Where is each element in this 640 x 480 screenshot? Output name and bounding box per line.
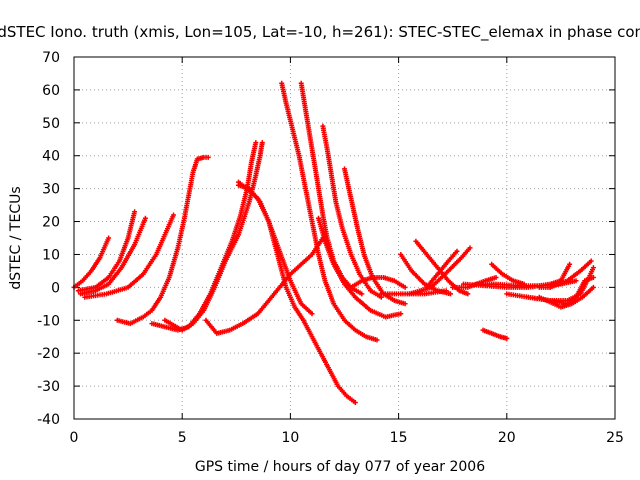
data-series — [480, 327, 510, 341]
data-series — [236, 179, 315, 317]
data-point — [132, 209, 138, 215]
y-tick-label: -40 — [37, 412, 60, 428]
data-point — [309, 311, 315, 317]
data-series — [78, 215, 148, 297]
x-tick-label: 15 — [390, 430, 408, 446]
y-tick-label: 30 — [42, 182, 60, 198]
y-tick-label: 10 — [42, 247, 60, 263]
x-tick-label: 5 — [178, 430, 187, 446]
x-tick-label: 20 — [498, 430, 516, 446]
data-series — [320, 123, 384, 300]
data-point — [106, 235, 112, 241]
data-point — [171, 212, 176, 218]
data-series — [71, 235, 112, 290]
chart-title: dSTEC Iono. truth (xmis, Lon=105, Lat=-1… — [0, 23, 640, 42]
data-point — [259, 140, 265, 146]
x-axis-label: GPS time / hours of day 077 of year 2006 — [195, 459, 485, 475]
y-tick-label: 50 — [42, 116, 60, 132]
data-series — [114, 154, 211, 327]
data-point — [467, 245, 473, 251]
x-tick-label: 0 — [70, 430, 79, 446]
data-point — [443, 288, 449, 294]
data-series — [424, 248, 460, 290]
y-tick-label: 20 — [42, 215, 60, 231]
data-series — [279, 80, 380, 343]
data-series — [162, 140, 265, 333]
data-point — [590, 275, 596, 280]
plot-frame — [73, 56, 616, 420]
data-point — [454, 248, 460, 254]
data-point — [205, 154, 211, 160]
y-tick-label: 60 — [42, 83, 60, 99]
data-point — [588, 258, 594, 264]
x-tick-label: 25 — [606, 430, 624, 446]
data-series — [348, 275, 408, 290]
data-series — [203, 235, 326, 336]
y-tick-label: -20 — [37, 346, 60, 362]
data-series — [342, 166, 408, 307]
data-point — [590, 265, 596, 271]
data-point — [504, 335, 510, 341]
data-point — [465, 291, 471, 297]
data-point — [359, 291, 365, 297]
y-tick-label: 40 — [42, 149, 60, 165]
y-tick-label: -30 — [37, 379, 60, 395]
data-series — [536, 284, 596, 310]
data-series — [316, 215, 404, 320]
data-point — [573, 278, 579, 284]
data-point — [142, 215, 148, 221]
data-point — [521, 281, 527, 287]
data-point — [448, 291, 453, 297]
x-tick-label: 10 — [281, 430, 299, 446]
y-tick-label: -10 — [37, 313, 60, 329]
data-point — [590, 284, 596, 290]
data-point — [398, 311, 404, 317]
data-series — [82, 212, 176, 300]
data-point — [567, 261, 573, 267]
data-series — [489, 261, 527, 287]
data-point — [352, 400, 358, 405]
data-point — [493, 275, 499, 280]
tick-layer: -40 -30 -20 -10 0 10 20 30 40 50 60 70 0 5 10 15 20 25 — [37, 50, 624, 446]
y-axis-label: dSTEC / TECUs — [8, 186, 24, 289]
data-layer — [71, 80, 596, 405]
y-tick-label: 70 — [42, 50, 60, 66]
data-point — [402, 301, 408, 307]
data-series — [547, 258, 594, 290]
data-point — [253, 140, 259, 146]
data-point — [402, 284, 408, 290]
data-point — [374, 337, 380, 343]
y-tick-label: 0 — [51, 280, 60, 296]
data-series — [406, 245, 473, 297]
